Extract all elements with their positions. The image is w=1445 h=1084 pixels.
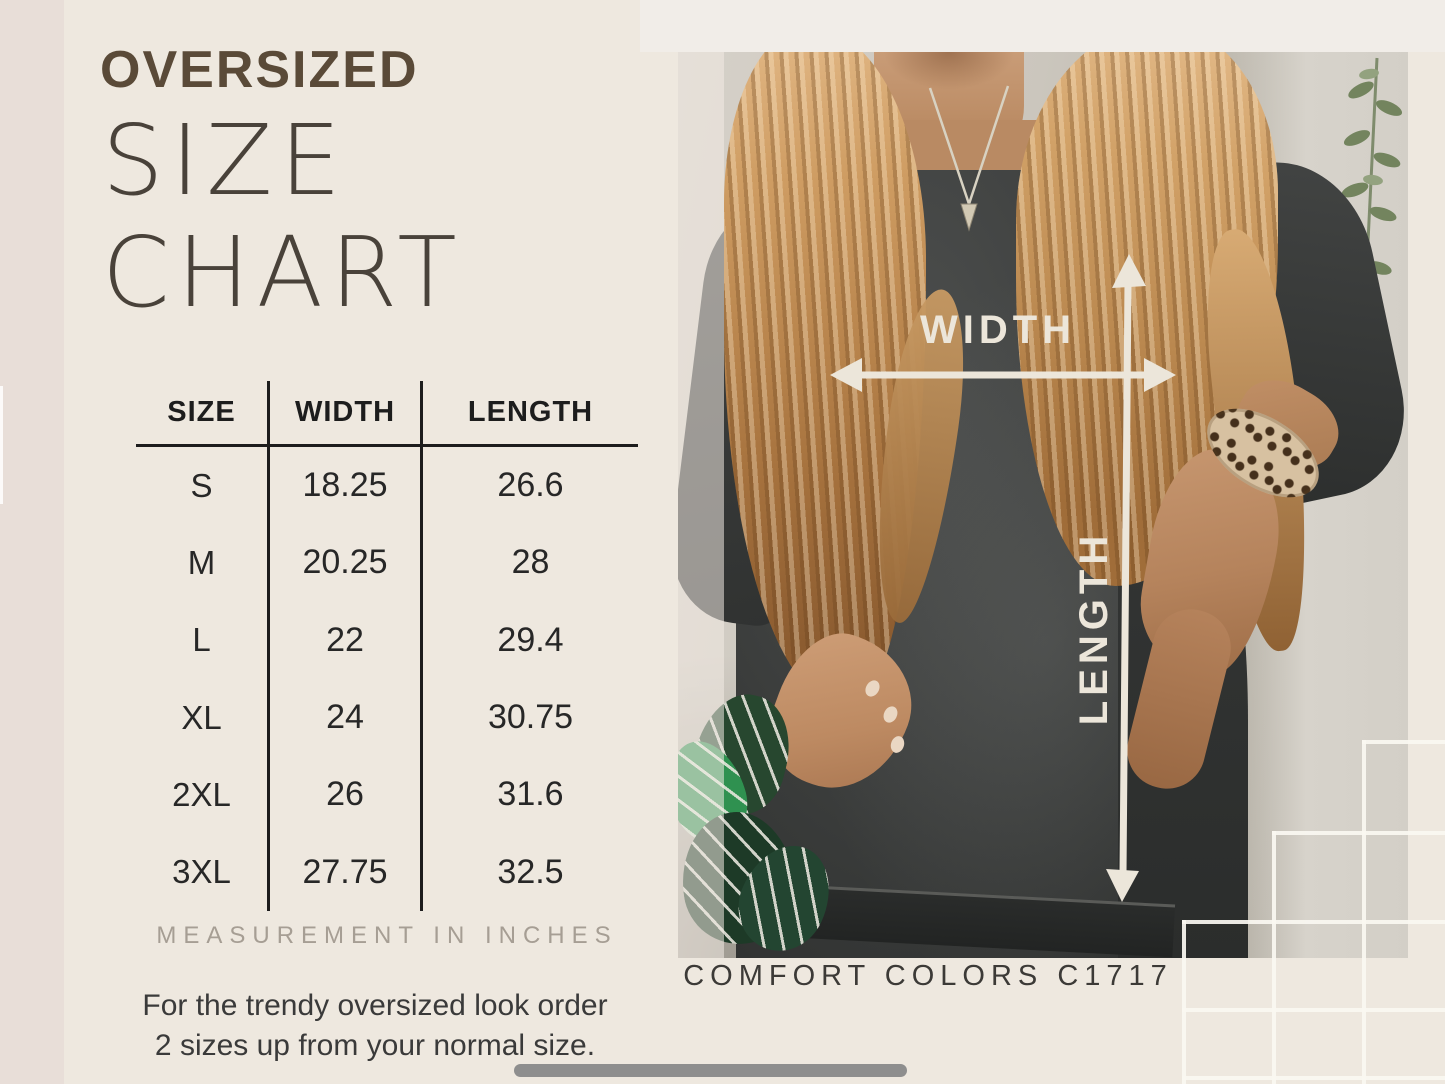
grid-line — [1182, 920, 1186, 1084]
cell-size: 2XL — [172, 775, 231, 813]
cell-length: 29.4 — [497, 620, 564, 659]
cell-width: 22 — [267, 601, 423, 679]
progress-scrubber[interactable] — [514, 1064, 907, 1077]
page-title-line3: CHART — [102, 216, 464, 329]
table-row: 2XL 26 31.6 — [136, 756, 638, 834]
table-row: M 20.25 28 — [136, 524, 638, 602]
cell-length: 32.5 — [497, 852, 564, 891]
grid-line — [1272, 831, 1445, 835]
cell-length: 30.75 — [487, 698, 574, 737]
instruction-line2: 2 sizes up from your normal size. — [154, 1028, 596, 1062]
cell-length: 31.6 — [497, 775, 564, 814]
left-edge-band — [0, 0, 64, 1084]
width-label: WIDTH — [919, 308, 1077, 352]
grid-line — [1182, 1076, 1445, 1080]
chin-shadow — [883, 52, 1015, 90]
size-table: SIZE WIDTH LENGTH S 18.25 26.6 M 20.25 2… — [136, 381, 638, 911]
cell-width: 18.25 — [267, 447, 423, 525]
grid-line — [1362, 740, 1445, 744]
cell-width: 26 — [267, 756, 423, 834]
cell-size: L — [192, 621, 211, 659]
table-row: XL 24 30.75 — [136, 678, 638, 757]
instruction-line1: For the trendy oversized look order — [142, 989, 608, 1022]
column-header-width: WIDTH — [267, 381, 423, 444]
cell-length: 26.6 — [497, 466, 564, 505]
measurement-note: MEASUREMENT IN INCHES — [156, 922, 618, 949]
left-edge-highlight — [0, 386, 3, 504]
length-label: LENGTH — [1072, 530, 1116, 726]
table-row: L 22 29.4 — [136, 601, 638, 679]
column-header-length: LENGTH — [467, 396, 594, 428]
photo-left-fade — [678, 52, 724, 958]
table-row: 3XL 27.75 32.5 — [136, 833, 638, 911]
table-header-row: SIZE WIDTH LENGTH — [136, 381, 638, 447]
cell-size: S — [190, 466, 213, 504]
cell-size: 3XL — [172, 853, 231, 891]
top-strip — [640, 0, 1445, 52]
cell-size: XL — [181, 698, 222, 736]
grid-line — [1272, 831, 1276, 1084]
cell-width: 24 — [267, 678, 423, 757]
page-title: OVERSIZED — [100, 41, 419, 99]
column-header-size: SIZE — [167, 396, 236, 428]
grid-line — [1182, 920, 1445, 924]
cell-width: 20.25 — [267, 524, 423, 602]
grid-line — [1362, 740, 1366, 1084]
sizing-instruction: For the trendy oversized look order 2 si… — [50, 986, 700, 1065]
cell-size: M — [187, 543, 216, 581]
cell-length: 28 — [511, 543, 550, 582]
cell-width: 27.75 — [267, 833, 423, 911]
grid-line — [1182, 1008, 1445, 1012]
model-photo: WIDTH LENGTH — [678, 52, 1408, 958]
page-title-line2: SIZE — [102, 104, 348, 217]
table-row: S 18.25 26.6 — [136, 447, 638, 525]
photo-caption: COMFORT COLORS C1717 — [683, 960, 1173, 992]
